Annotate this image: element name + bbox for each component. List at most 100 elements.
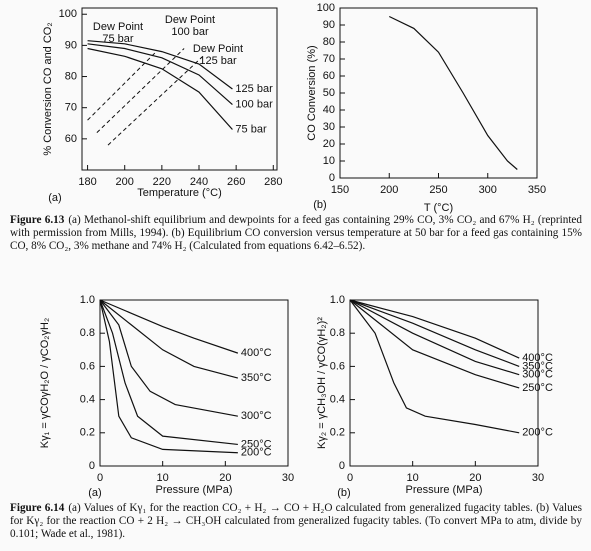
caption-label: Figure 6.14 bbox=[10, 502, 65, 514]
y-tick-label: 30 bbox=[323, 121, 335, 133]
curve-label: 350°C bbox=[241, 372, 272, 384]
dew-point-label: 100 bar bbox=[171, 26, 209, 38]
y-tick-label: 60 bbox=[65, 133, 77, 145]
y-tick-label: 0 bbox=[339, 460, 345, 472]
y-tick-label: 90 bbox=[65, 39, 77, 51]
x-tick-label: 0 bbox=[97, 472, 103, 484]
x-tick-label: 0 bbox=[347, 472, 353, 484]
x-tick-label: 30 bbox=[282, 472, 294, 484]
curve bbox=[99, 299, 238, 454]
y-tick-label: 1.0 bbox=[330, 294, 345, 306]
y-tick-label: 0.6 bbox=[80, 360, 95, 372]
caption: Figure 6.13 (a) Methanol-shift equilibriu… bbox=[10, 214, 582, 253]
y-tick-label: 10 bbox=[323, 155, 335, 167]
y-tick-label: 60 bbox=[323, 70, 335, 82]
curve bbox=[349, 299, 520, 434]
panel-label: (b) bbox=[337, 487, 350, 499]
x-tick-label: 250 bbox=[429, 184, 447, 196]
caption-label: Figure 6.13 bbox=[10, 214, 65, 226]
curve-label: 400°C bbox=[522, 352, 553, 364]
x-axis-title: Pressure (MPa) bbox=[405, 484, 482, 496]
curve-label: 350°C bbox=[522, 360, 553, 372]
x-tick-label: 200 bbox=[116, 176, 134, 188]
y-tick-label: 80 bbox=[65, 70, 77, 82]
curve bbox=[87, 40, 233, 90]
plot-frame bbox=[99, 299, 289, 467]
caption-text: (a) Methanol-shift equilibrium and dewpo… bbox=[10, 214, 582, 252]
x-tick-label: 150 bbox=[331, 184, 349, 196]
x-tick-label: 300 bbox=[479, 184, 497, 196]
panel-label: (a) bbox=[88, 487, 101, 499]
curve bbox=[99, 299, 238, 446]
y-axis-title: CO Conversion (%) bbox=[306, 45, 318, 140]
curve-label: 250°C bbox=[241, 438, 272, 450]
x-tick-label: 280 bbox=[264, 176, 282, 188]
y-tick-label: 0.4 bbox=[330, 394, 345, 406]
x-tick-label: 20 bbox=[219, 472, 231, 484]
x-tick-label: 350 bbox=[528, 184, 546, 196]
plot-frame bbox=[339, 7, 538, 179]
x-axis-title: T (°C) bbox=[424, 202, 453, 214]
x-axis-title: Pressure (MPa) bbox=[155, 484, 232, 496]
dew-point-label: 125 bar bbox=[199, 55, 237, 67]
curve-label: 300°C bbox=[241, 410, 272, 422]
x-tick-label: 220 bbox=[153, 176, 171, 188]
caption: Figure 6.14 (a) Values of Kγ₁ for the rea… bbox=[10, 502, 582, 541]
curve bbox=[87, 47, 233, 130]
curve-label: 400°C bbox=[241, 347, 272, 359]
y-tick-label: 0.8 bbox=[80, 327, 95, 339]
y-tick-label: 0 bbox=[89, 460, 95, 472]
curve bbox=[349, 299, 520, 359]
y-tick-label: 90 bbox=[323, 19, 335, 31]
y-axis-title: % Conversion CO and CO₂ bbox=[42, 22, 54, 155]
curve-label: 125 bar bbox=[235, 83, 273, 95]
dew-point-label: Dew Point bbox=[193, 43, 243, 55]
y-tick-label: 80 bbox=[323, 36, 335, 48]
x-tick-label: 10 bbox=[407, 472, 419, 484]
panel-label: (b) bbox=[313, 199, 326, 211]
plot-frame bbox=[81, 7, 278, 171]
curve bbox=[349, 299, 520, 367]
curve bbox=[349, 299, 520, 389]
curve-label: 200°C bbox=[522, 427, 553, 439]
curve bbox=[99, 299, 238, 417]
x-tick-label: 30 bbox=[532, 472, 544, 484]
y-axis-title: Kγ₁ = γCOγH₂O / γCO₂γH₂ bbox=[39, 318, 51, 449]
dew-point-line bbox=[107, 54, 205, 146]
curve bbox=[388, 15, 518, 170]
y-tick-label: 70 bbox=[65, 102, 77, 114]
y-tick-label: 0.6 bbox=[330, 360, 345, 372]
y-tick-label: 100 bbox=[59, 8, 77, 20]
y-axis-title: Kγ₂ = γCH₃OH / γCO(γH₂)² bbox=[316, 317, 328, 449]
caption-text: (a) Values of Kγ₁ for the reaction CO₂ +… bbox=[10, 502, 582, 540]
curve-label: 200°C bbox=[241, 447, 272, 459]
curve-label: 100 bar bbox=[235, 98, 273, 110]
x-tick-label: 180 bbox=[78, 176, 96, 188]
x-tick-label: 240 bbox=[190, 176, 208, 188]
curve bbox=[99, 299, 239, 354]
y-tick-label: 70 bbox=[323, 53, 335, 65]
x-tick-label: 10 bbox=[157, 472, 169, 484]
y-tick-label: 0.8 bbox=[330, 327, 345, 339]
panel-label: (a) bbox=[48, 192, 61, 204]
y-tick-label: 0 bbox=[329, 172, 335, 184]
dew-point-label: Dew Point bbox=[165, 14, 215, 26]
dew-point-line bbox=[87, 51, 157, 121]
dew-point-label: 75 bar bbox=[102, 33, 134, 45]
y-tick-label: 40 bbox=[323, 104, 335, 116]
y-tick-label: 100 bbox=[317, 2, 335, 14]
y-tick-label: 0.4 bbox=[80, 394, 95, 406]
dew-point-label: Dew Point bbox=[93, 21, 143, 33]
curve bbox=[87, 43, 233, 106]
curve-label: 75 bar bbox=[235, 123, 267, 135]
y-tick-label: 1.0 bbox=[80, 294, 95, 306]
curve-label: 300°C bbox=[522, 369, 553, 381]
plot-frame bbox=[349, 299, 539, 467]
curve bbox=[349, 299, 520, 376]
y-tick-label: 20 bbox=[323, 138, 335, 150]
x-axis-title: Temperature (°C) bbox=[137, 187, 221, 199]
y-tick-label: 0.2 bbox=[330, 427, 345, 439]
curve-label: 250°C bbox=[522, 382, 553, 394]
y-tick-label: 0.2 bbox=[80, 427, 95, 439]
